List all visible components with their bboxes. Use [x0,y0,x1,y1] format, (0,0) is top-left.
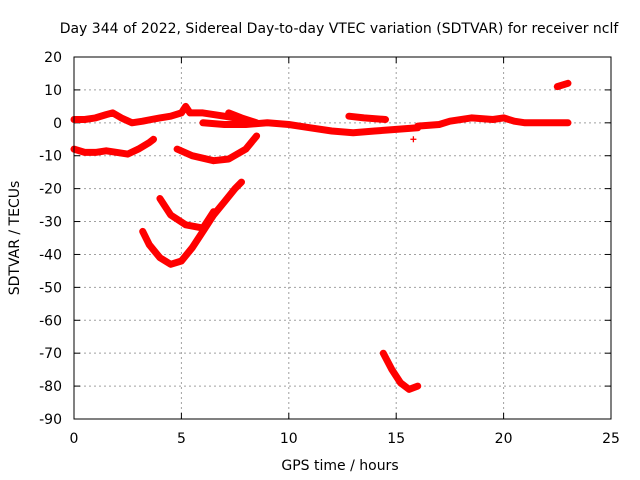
series-upper-branch-7-9h [225,109,261,127]
x-tick-label: 20 [495,431,513,447]
x-tick-label: 25 [602,431,620,447]
series-layer [70,79,572,393]
x-tick-label: 10 [280,431,298,447]
series-arc-12-14h [345,112,389,123]
series-curve-3-8h [139,178,245,268]
y-tick-label: -10 [39,149,62,165]
outlier-point [410,136,417,143]
x-axis-label: GPS time / hours [281,458,398,474]
y-tick-label: -50 [39,280,62,296]
y-tick-label: -70 [39,346,62,362]
series-main-trace-6-14h [199,119,422,137]
x-tick-label: 15 [387,431,405,447]
y-tick-label: -40 [39,247,62,263]
y-tick-label: -20 [39,182,62,198]
y-tick-label: -30 [39,215,62,231]
y-tick-labels: -90 -80 -70 -60 -50 -40 -30 -20 -10 0 10 20 [39,50,62,428]
y-tick-label: -90 [39,412,62,428]
series-main-trace-0-8h [70,102,250,127]
chart-title: Day 344 of 2022, Sidereal Day-to-day VTE… [60,21,620,37]
series-neg9-trace-0-4h [70,135,157,158]
series-trace-22-23h [553,79,572,91]
grid-lines [74,57,611,419]
x-tick-label: 0 [70,431,79,447]
x-tick-labels: 0 5 10 15 20 25 [70,431,620,447]
axis-ticks [73,56,612,420]
y-tick-label: -60 [39,313,62,329]
y-tick-label: 10 [44,83,62,99]
y-axis-label: SDTVAR / TECUs [7,181,23,296]
x-tick-label: 5 [177,431,186,447]
y-tick-label: 20 [44,50,62,66]
series-main-trace-15-23h [414,114,572,130]
series-trace-14-16h [379,349,422,393]
plot-frame [73,56,612,420]
y-tick-label: -80 [39,379,62,395]
series-arc-5-8h [173,132,261,165]
y-tick-label: 0 [53,116,62,132]
